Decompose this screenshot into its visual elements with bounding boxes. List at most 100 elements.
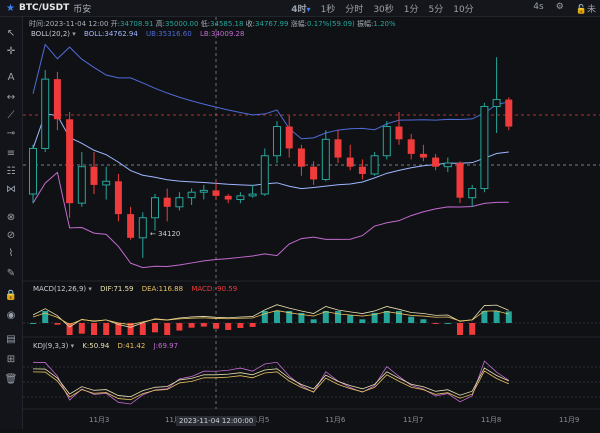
macd-bar [42, 311, 49, 323]
candle-body[interactable] [138, 217, 147, 239]
ruler-icon[interactable]: ⊘ [6, 229, 16, 241]
candle-body[interactable] [297, 148, 305, 167]
trend-line-icon[interactable]: ⟋ [7, 109, 15, 121]
lock-icon[interactable]: 🔒 [4, 289, 18, 301]
tab-timeframe-4h[interactable]: 4时▾ [291, 4, 311, 15]
ray-line-icon[interactable]: ⊸ [6, 127, 16, 139]
fibonacci-icon[interactable]: ☷ [6, 165, 16, 177]
symbol-selector[interactable]: ★ BTC/USDT 币安 [0, 2, 91, 15]
kdj-k-line [32, 367, 509, 398]
candle-body[interactable] [480, 105, 489, 190]
macd-legend[interactable]: MACD(12,26,9) ▾ DIF:71.59 DEA:116.88 MAC… [33, 285, 238, 293]
candle-body[interactable] [114, 181, 122, 215]
macd-bar [176, 323, 183, 331]
text-tool-icon[interactable]: A [7, 71, 15, 83]
brush-icon[interactable]: ✎ [6, 267, 16, 279]
cursor-icon[interactable]: ↖ [6, 27, 16, 39]
candle-body[interactable] [212, 190, 220, 196]
kdj-legend[interactable]: KDJ(9,3,3) ▾ K:50.94 D:41.42 J:69.97 [33, 342, 179, 350]
candle-body[interactable] [407, 139, 415, 154]
parallel-channel-icon[interactable]: ≡ [6, 147, 16, 159]
macd-bar [78, 323, 85, 334]
candle-body[interactable] [175, 197, 184, 208]
tab-timeframe-5m[interactable]: 5分 [428, 4, 444, 15]
layers-icon[interactable]: ▤ [6, 333, 16, 345]
macd-dif-line [32, 304, 509, 328]
candle-body[interactable] [102, 180, 111, 186]
x-tick-label: 11月6 [325, 416, 346, 424]
crosshair-time-label: 2023-11-04 12:00:00 [176, 416, 257, 426]
macd-bar [91, 323, 97, 335]
candle-body[interactable] [127, 214, 135, 238]
pattern-icon[interactable]: ⋈ [6, 183, 16, 195]
candle-body[interactable] [53, 79, 61, 120]
candle-body[interactable] [358, 166, 366, 174]
crosshair-icon[interactable]: ✛ [6, 45, 16, 57]
candle-body[interactable] [163, 197, 171, 207]
macd-bar [286, 311, 293, 323]
candle-body[interactable] [395, 126, 403, 140]
macd-bar [213, 323, 219, 329]
macd-bar [493, 311, 500, 323]
tab-timeframe-1s[interactable]: 1秒 [320, 4, 336, 15]
macd-bar [127, 323, 134, 335]
trash-icon[interactable]: 🗑 [4, 373, 18, 385]
boll-legend[interactable]: BOLL(20,2) ▾ BOLL:34762.94 UB:35316.60 L… [31, 30, 245, 38]
macd-bar [310, 319, 317, 323]
tab-timeframe-1m[interactable]: 1分 [403, 4, 419, 15]
macd-dea-line [32, 310, 509, 326]
macd-bar [103, 323, 110, 335]
price-chart[interactable]: 11月3 11月4 11月5 11月6 11月7 11月8 11月9 ← 341… [23, 17, 600, 429]
tab-timeframe-30s[interactable]: 30秒 [373, 4, 394, 15]
tab-timeframe-10m[interactable]: 10分 [453, 4, 474, 15]
candle-body[interactable] [41, 78, 50, 149]
candle-body[interactable] [236, 195, 245, 201]
candle-body[interactable] [468, 188, 477, 199]
settings-icon[interactable]: ⚙ [555, 2, 564, 12]
candle-body[interactable] [346, 157, 354, 167]
measure-icon[interactable]: ⌇ [8, 247, 14, 259]
macd-bar [359, 319, 366, 323]
horizontal-line-icon[interactable]: ↔ [6, 91, 16, 103]
candle-body[interactable] [260, 155, 269, 195]
candle-body[interactable] [273, 126, 281, 157]
favorite-star-icon[interactable]: ★ [6, 2, 15, 14]
macd-bar [432, 323, 439, 324]
x-tick-label: 11月8 [481, 416, 501, 424]
macd-bar [322, 311, 329, 323]
x-tick-label: 11月7 [403, 416, 423, 424]
boll-lower-line [32, 171, 509, 269]
magnet-icon[interactable]: ⊗ [6, 211, 16, 223]
eye-icon[interactable]: ◉ [6, 309, 16, 321]
chart-area[interactable]: 11月3 11月4 11月5 11月6 11月7 11月8 11月9 ← 341… [23, 17, 600, 429]
candle-body[interactable] [310, 166, 318, 180]
candle-body[interactable] [321, 138, 330, 180]
candle-body[interactable] [224, 195, 232, 200]
candle-body[interactable] [443, 162, 452, 168]
candle-body[interactable] [382, 126, 391, 157]
candle-body[interactable] [151, 197, 159, 219]
macd-pane [23, 304, 600, 335]
candle-body[interactable] [285, 126, 293, 149]
candle-body[interactable] [370, 155, 379, 175]
candle-body[interactable] [29, 147, 37, 195]
tab-timeframe-line[interactable]: 分时 [345, 4, 364, 15]
unlock-status[interactable]: 🔓未 [575, 5, 596, 15]
candle-body[interactable] [187, 191, 196, 199]
candle-body[interactable] [77, 166, 86, 204]
candle-body[interactable] [505, 99, 513, 127]
candle-body[interactable] [248, 193, 257, 197]
candle-body[interactable] [66, 119, 74, 204]
macd-bar [152, 323, 158, 333]
candle-body[interactable] [492, 99, 501, 107]
candle-body[interactable] [432, 157, 440, 167]
x-tick-label: 11月5 [249, 416, 269, 424]
indicator-icon[interactable]: ⊞ [6, 353, 16, 365]
ohlc-infobar: 时间:2023-11-04 12:00 开:34708.91 高:35000.0… [29, 20, 396, 28]
dropdown-caret-icon: ▾ [306, 4, 311, 14]
candle-body[interactable] [456, 163, 464, 198]
candle-body[interactable] [419, 153, 427, 158]
candle-body[interactable] [334, 139, 342, 158]
candle-body[interactable] [199, 189, 208, 193]
candle-body[interactable] [90, 166, 98, 185]
